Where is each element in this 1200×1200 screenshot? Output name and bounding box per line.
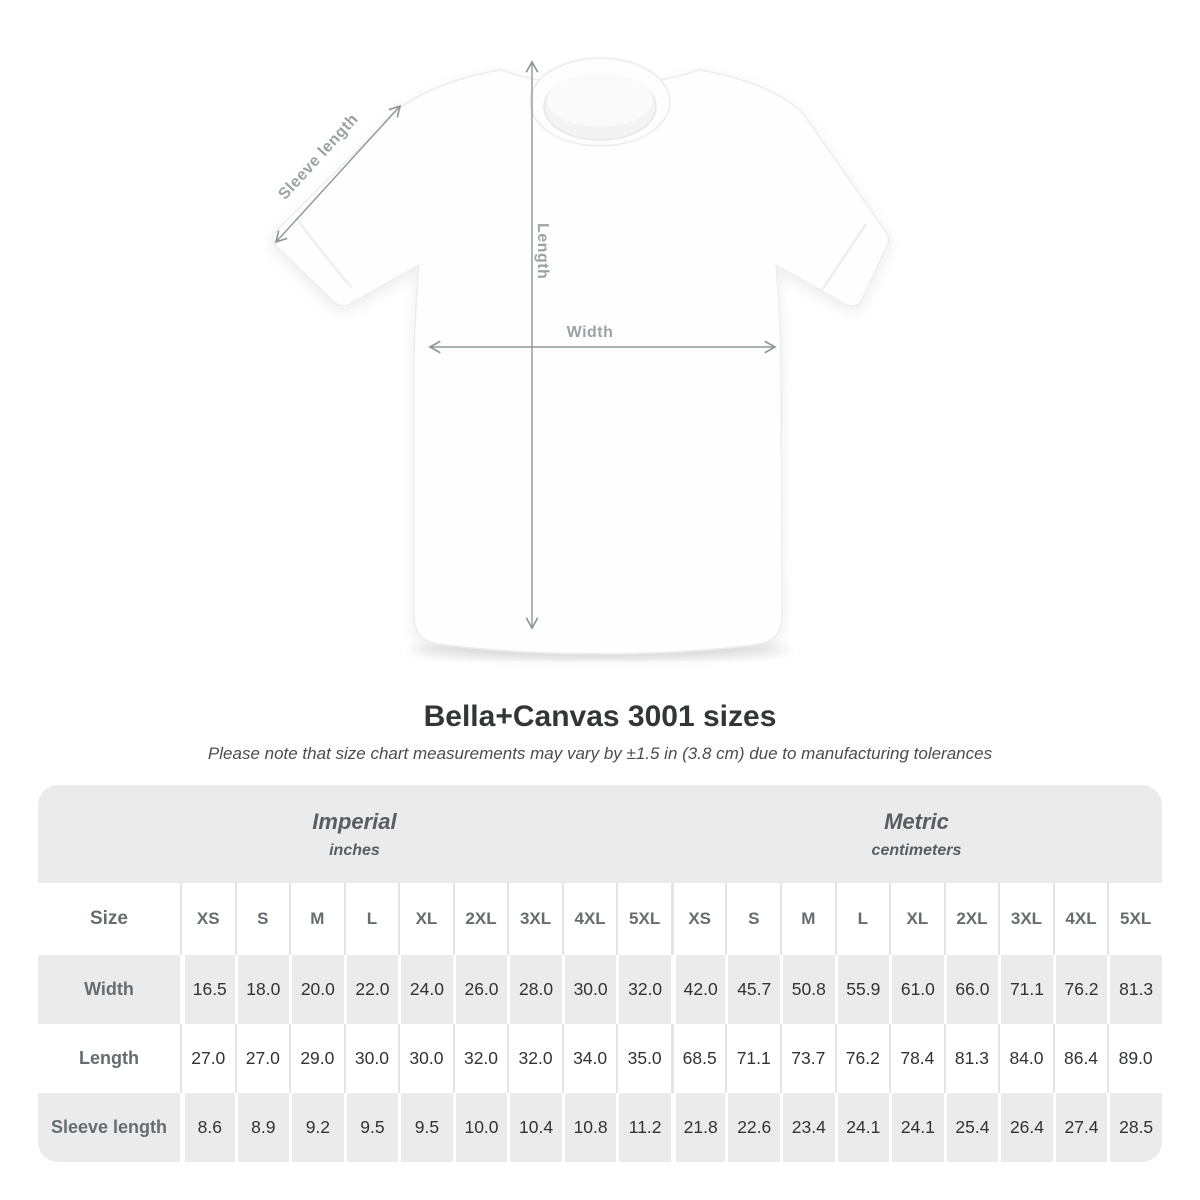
value-cell: 24.1 xyxy=(834,1093,890,1162)
tolerance-note: Please note that size chart measurements… xyxy=(207,744,993,763)
value-cell: 30.0 xyxy=(343,1024,399,1093)
value-cell: 61.0 xyxy=(889,955,944,1024)
value-cell: 24.1 xyxy=(889,1093,944,1162)
size-cell: XL xyxy=(889,883,944,955)
size-cell: XS xyxy=(670,883,726,955)
value-cell: 30.0 xyxy=(561,955,617,1024)
value-cell: 10.0 xyxy=(452,1093,508,1162)
size-cell: XS xyxy=(180,883,235,955)
value-cell: 76.2 xyxy=(834,1024,890,1093)
size-cell: 3XL xyxy=(998,883,1053,955)
value-cell: 86.4 xyxy=(1052,1024,1108,1093)
value-cell: 8.9 xyxy=(234,1093,290,1162)
value-cell: 21.8 xyxy=(670,1093,726,1162)
value-cell: 76.2 xyxy=(1052,955,1108,1024)
value-cell: 81.3 xyxy=(1107,955,1162,1024)
value-cell: 23.4 xyxy=(780,1093,835,1162)
value-cell: 26.4 xyxy=(998,1093,1053,1162)
size-cell: 4XL xyxy=(1052,883,1108,955)
value-cell: 18.0 xyxy=(234,955,290,1024)
size-header-label: Size xyxy=(38,883,180,955)
page-title: Bella+Canvas 3001 sizes xyxy=(423,700,777,733)
size-cell: L xyxy=(834,883,890,955)
value-cell: 24.0 xyxy=(398,955,453,1024)
metric-unit: centimeters xyxy=(871,841,962,859)
value-cell: 30.0 xyxy=(398,1024,453,1093)
row-label: Sleeve length xyxy=(38,1093,180,1162)
row-label: Length xyxy=(38,1024,180,1093)
value-cell: 26.0 xyxy=(452,955,508,1024)
size-cell: 5XL xyxy=(616,883,671,955)
value-cell: 16.5 xyxy=(180,955,235,1024)
value-cell: 28.0 xyxy=(507,955,562,1024)
imperial-unit: inches xyxy=(329,841,380,859)
value-cell: 78.4 xyxy=(889,1024,944,1093)
size-cell: L xyxy=(343,883,399,955)
unit-header-row: Imperial inches Metric centimeters xyxy=(38,785,1162,883)
value-cell: 9.5 xyxy=(343,1093,399,1162)
size-chart-table: Imperial inches Metric centimeters Size … xyxy=(38,785,1162,1162)
row-label: Width xyxy=(38,955,180,1024)
imperial-header: Imperial inches xyxy=(38,785,671,883)
size-cell: M xyxy=(780,883,835,955)
width-arrow-label: Width xyxy=(567,324,614,341)
value-cell: 71.1 xyxy=(998,955,1053,1024)
size-cell: S xyxy=(725,883,781,955)
value-cell: 32.0 xyxy=(616,955,671,1024)
value-cell: 34.0 xyxy=(561,1024,617,1093)
size-cell: 2XL xyxy=(452,883,508,955)
metric-label: Metric xyxy=(884,808,949,834)
value-cell: 42.0 xyxy=(670,955,726,1024)
value-cell: 10.4 xyxy=(507,1093,562,1162)
value-cell: 22.0 xyxy=(343,955,399,1024)
size-cell: M xyxy=(289,883,344,955)
value-cell: 35.0 xyxy=(616,1024,671,1093)
value-cell: 32.0 xyxy=(507,1024,562,1093)
value-cell: 9.5 xyxy=(398,1093,453,1162)
size-chart: Imperial inches Metric centimeters Size … xyxy=(38,785,1162,1162)
value-cell: 27.4 xyxy=(1052,1093,1108,1162)
collar-back xyxy=(547,73,653,127)
size-header-row: Size XS S M L XL 2XL 3XL 4XL 5XL XS S M … xyxy=(38,883,1162,955)
tshirt-diagram: Width Length Sleeve length xyxy=(272,57,890,659)
value-cell: 27.0 xyxy=(180,1024,235,1093)
value-cell: 45.7 xyxy=(725,955,781,1024)
size-cell: XL xyxy=(398,883,453,955)
value-cell: 73.7 xyxy=(780,1024,835,1093)
value-cell: 10.8 xyxy=(561,1093,617,1162)
value-cell: 32.0 xyxy=(452,1024,508,1093)
sleeve-length-row: Sleeve length 8.6 8.9 9.2 9.5 9.5 10.0 1… xyxy=(38,1093,1162,1162)
value-cell: 89.0 xyxy=(1107,1024,1162,1093)
value-cell: 27.0 xyxy=(234,1024,290,1093)
metric-header: Metric centimeters xyxy=(670,785,1162,883)
length-row: Length 27.0 27.0 29.0 30.0 30.0 32.0 32.… xyxy=(38,1024,1162,1093)
value-cell: 11.2 xyxy=(616,1093,671,1162)
width-row: Width 16.5 18.0 20.0 22.0 24.0 26.0 28.0… xyxy=(38,955,1162,1024)
value-cell: 20.0 xyxy=(289,955,344,1024)
value-cell: 68.5 xyxy=(670,1024,726,1093)
imperial-label: Imperial xyxy=(312,808,397,834)
size-cell: 2XL xyxy=(943,883,999,955)
size-cell: 3XL xyxy=(507,883,562,955)
value-cell: 84.0 xyxy=(998,1024,1053,1093)
size-cell: 4XL xyxy=(561,883,617,955)
right-cuff-seam xyxy=(818,223,868,294)
value-cell: 55.9 xyxy=(834,955,890,1024)
value-cell: 25.4 xyxy=(943,1093,999,1162)
size-cell: 5XL xyxy=(1107,883,1162,955)
value-cell: 22.6 xyxy=(725,1093,781,1162)
value-cell: 8.6 xyxy=(180,1093,235,1162)
value-cell: 50.8 xyxy=(780,955,835,1024)
value-cell: 9.2 xyxy=(289,1093,344,1162)
tshirt-body xyxy=(272,69,890,655)
length-arrow-label: Length xyxy=(534,223,551,279)
size-cell: S xyxy=(234,883,290,955)
value-cell: 29.0 xyxy=(289,1024,344,1093)
value-cell: 28.5 xyxy=(1107,1093,1162,1162)
value-cell: 71.1 xyxy=(725,1024,781,1093)
value-cell: 66.0 xyxy=(943,955,999,1024)
value-cell: 81.3 xyxy=(943,1024,999,1093)
sleeve-length-arrow xyxy=(274,104,402,244)
